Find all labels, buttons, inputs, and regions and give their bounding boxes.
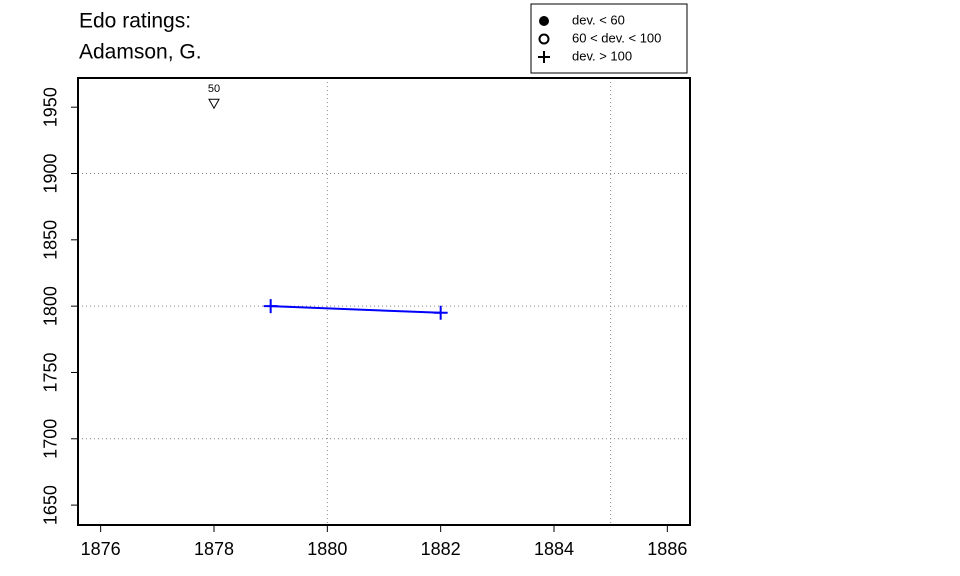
y-tick-label: 1750 [41,352,61,392]
legend-symbol [539,16,549,26]
plot-frame [77,77,691,526]
x-tick-label: 1882 [421,539,461,559]
point-marker [263,299,278,314]
legend-box [530,3,688,74]
chart-title: Edo ratings: [79,10,191,33]
x-tick-label: 1878 [194,539,234,559]
annotation-label: 50 [208,83,220,95]
x-tick-label: 1886 [647,539,687,559]
y-tick-label: 1950 [41,87,61,127]
legend-symbol [538,33,550,45]
x-tick-label: 1884 [534,539,574,559]
legend-label: 60 < dev. < 100 [572,30,661,45]
legend-symbol [538,51,550,63]
legend-label: dev. < 60 [572,12,625,27]
point-marker [433,305,448,320]
y-tick-label: 1650 [41,485,61,525]
x-tick-label: 1880 [307,539,347,559]
offscale-marker [208,98,220,110]
y-tick-label: 1850 [41,220,61,260]
y-tick-label: 1800 [41,286,61,326]
chart-subtitle: Adamson, G. [79,41,202,64]
y-tick-label: 1700 [41,419,61,459]
series-line [270,305,441,314]
x-tick-label: 1876 [81,539,121,559]
y-tick-label: 1900 [41,153,61,193]
legend-label: dev. > 100 [572,48,632,63]
